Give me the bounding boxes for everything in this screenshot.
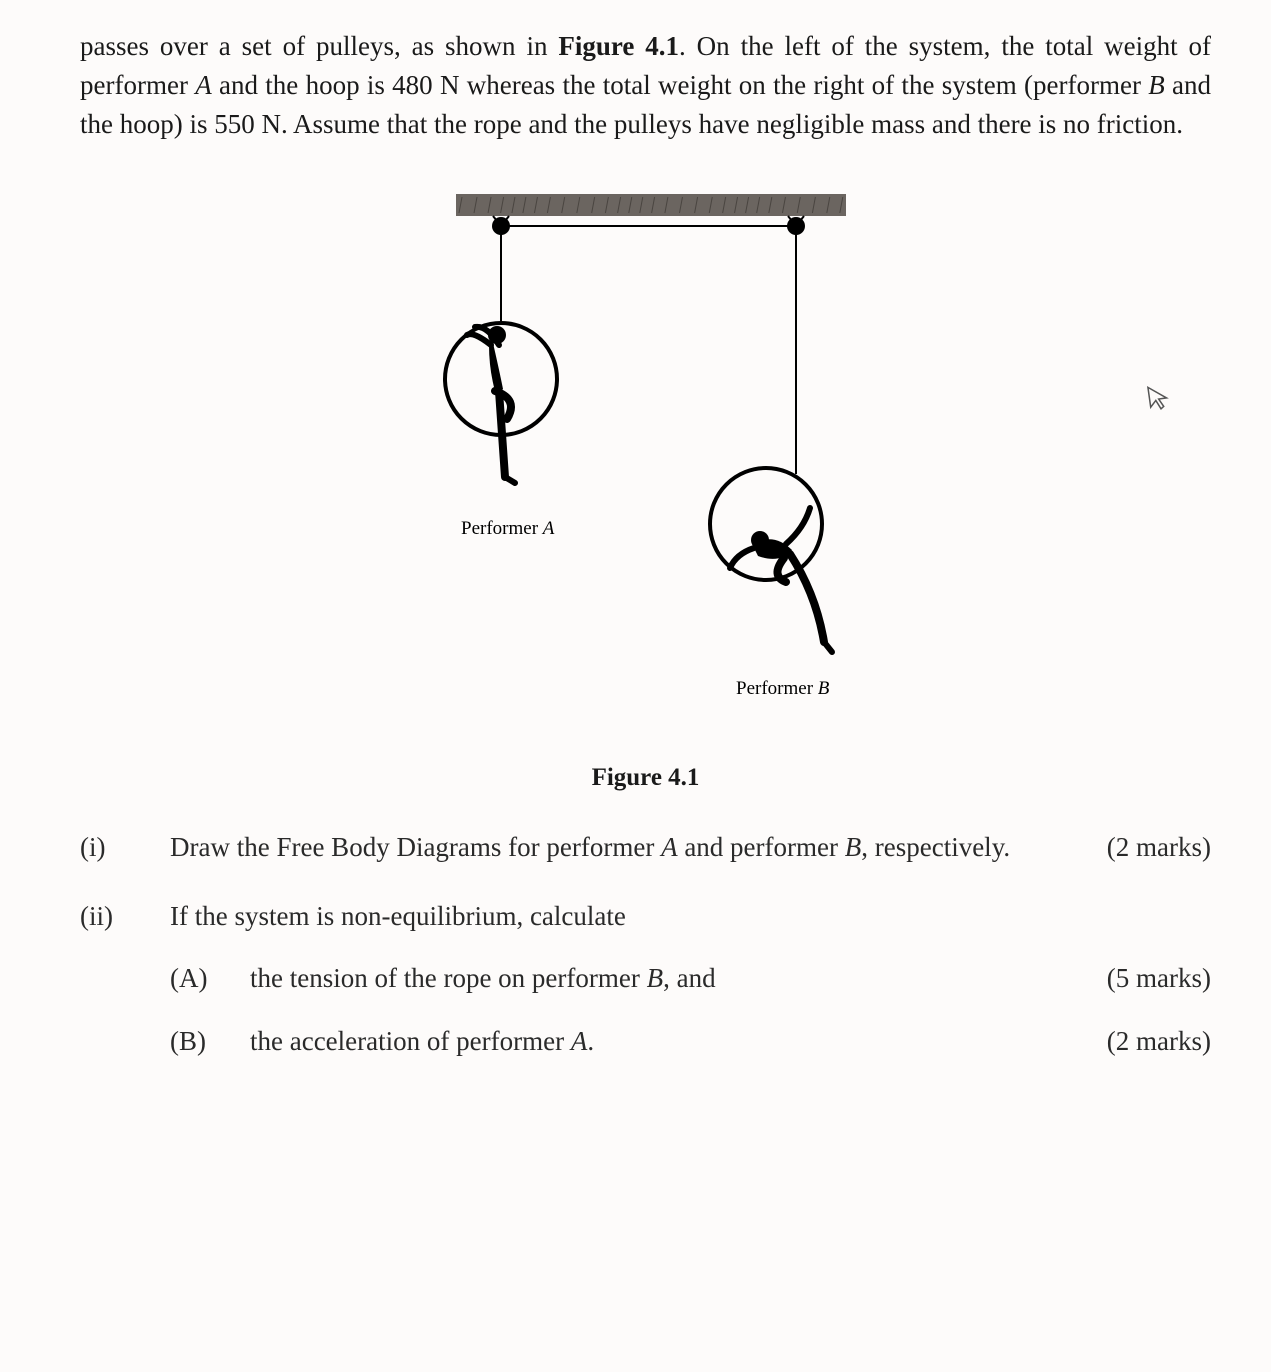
qiiA-marks: (5 marks) bbox=[1107, 958, 1211, 999]
qiiB-A: A bbox=[571, 1026, 588, 1056]
page: passes over a set of pulleys, as shown i… bbox=[0, 27, 1271, 1129]
svg-text:Performer B: Performer B bbox=[736, 678, 830, 699]
qi-seg2: and performer bbox=[678, 832, 845, 862]
qi-body: Draw the Free Body Diagrams for performe… bbox=[170, 827, 1211, 868]
svg-text:Performer A: Performer A bbox=[461, 518, 555, 539]
question-i: (i) Draw the Free Body Diagrams for perf… bbox=[80, 827, 1211, 868]
qiiA-seg1: the tension of the rope on performer bbox=[250, 963, 647, 993]
qi-label: (i) bbox=[80, 827, 170, 868]
intro-paragraph: passes over a set of pulleys, as shown i… bbox=[80, 27, 1211, 144]
qiiA-label: (A) bbox=[170, 958, 250, 999]
qi-A: A bbox=[661, 832, 678, 862]
qiiA-seg2: , and bbox=[663, 963, 715, 993]
qiiA-B: B bbox=[647, 963, 664, 993]
qi-seg3: , respectively. bbox=[861, 832, 1010, 862]
question-ii-B: (B) the acceleration of performer A. (2 … bbox=[170, 1021, 1211, 1062]
qiiB-body: the acceleration of performer A. (2 mark… bbox=[250, 1021, 1211, 1062]
figure-area: Performer A Performer B Figure 4.1 bbox=[80, 174, 1211, 792]
intro-B: B bbox=[1148, 70, 1165, 100]
figure-caption: Figure 4.1 bbox=[80, 764, 1211, 792]
figure-ref: Figure 4.1 bbox=[558, 31, 679, 61]
question-ii: (ii) If the system is non-equilibrium, c… bbox=[80, 896, 1211, 1062]
qiiB-marks: (2 marks) bbox=[1107, 1021, 1211, 1062]
question-ii-A: (A) the tension of the rope on performer… bbox=[170, 958, 1211, 999]
qii-text: If the system is non-equilibrium, calcul… bbox=[170, 896, 1211, 937]
intro-A: A bbox=[195, 70, 212, 100]
qiiB-label: (B) bbox=[170, 1021, 250, 1062]
intro-seg-3: and the hoop is 480 N whereas the total … bbox=[212, 70, 1148, 100]
qi-marks: (2 marks) bbox=[1107, 827, 1211, 868]
figure-svg: Performer A Performer B bbox=[366, 174, 926, 734]
qii-body: If the system is non-equilibrium, calcul… bbox=[170, 896, 1211, 1062]
qii-label: (ii) bbox=[80, 896, 170, 937]
cursor-icon bbox=[1145, 383, 1174, 421]
intro-seg-1: passes over a set of pulleys, as shown i… bbox=[80, 31, 558, 61]
qi-seg1: Draw the Free Body Diagrams for performe… bbox=[170, 832, 661, 862]
question-list: (i) Draw the Free Body Diagrams for perf… bbox=[80, 827, 1211, 1061]
qiiB-seg1: the acceleration of performer bbox=[250, 1026, 571, 1056]
qiiA-body: the tension of the rope on performer B, … bbox=[250, 958, 1211, 999]
qi-B: B bbox=[845, 832, 862, 862]
qiiB-seg2: . bbox=[587, 1026, 594, 1056]
